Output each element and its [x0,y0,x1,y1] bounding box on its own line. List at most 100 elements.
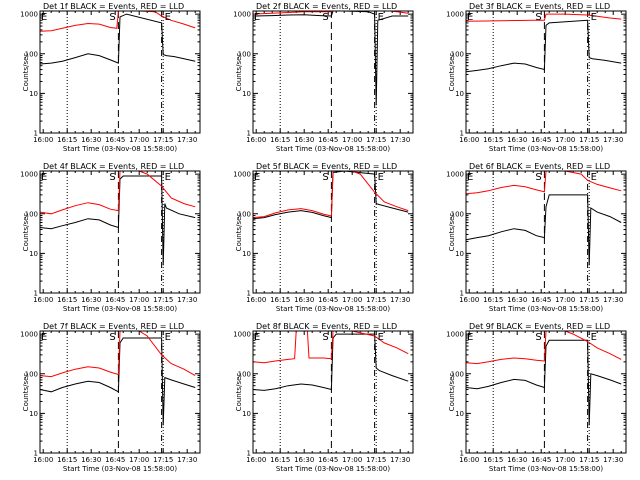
x-tick-label: 16:45 [318,296,338,304]
x-tick-label: 17:15 [366,136,386,144]
marker-label-start-left: E [41,12,47,23]
marker-label-end: E [591,332,597,343]
marker-label-end: E [591,12,597,23]
x-tick-label: 16:30 [81,296,101,304]
marker-label-start: S [322,172,328,183]
x-tick-label: 16:45 [318,456,338,464]
x-tick-label: 17:30 [177,296,197,304]
x-axis-label: Start Time (03-Nov-08 15:58:00) [63,465,177,473]
x-axis-label: Start Time (03-Nov-08 15:58:00) [276,145,390,153]
plot-frame [252,170,414,294]
y-tick-label: 1000 [446,171,464,179]
x-axis-label: Start Time (03-Nov-08 15:58:00) [63,305,177,313]
y-tick-label: 10 [455,410,464,418]
x-tick-label: 17:00 [129,296,149,304]
y-tick-label: 1 [247,290,251,298]
x-tick-label: 17:30 [603,136,623,144]
y-tick-label: 1000 [20,331,38,339]
x-tick-label: 17:15 [579,296,599,304]
series-events [466,194,622,266]
x-tick-label: 17:30 [177,136,197,144]
marker-label-start: S [109,172,115,183]
series-lld [466,13,622,22]
x-tick-label: 17:30 [603,456,623,464]
y-axis-label: Counts/sec [235,53,243,92]
marker-label-end: E [378,12,384,23]
chart-title: Det 2f BLACK = Events, RED = LLD [256,2,397,11]
chart-panel-8: Det 8f BLACK = Events, RED = LLD 16:00 16:… [233,322,414,473]
series-lld [466,331,622,365]
marker-label-start: S [109,332,115,343]
y-tick-label: 100 [238,370,251,378]
y-tick-label: 1000 [233,331,251,339]
chart-title: Det 6f BLACK = Events, RED = LLD [469,162,610,171]
chart-panel-1: Det 1f BLACK = Events, RED = LLD 16:00 16:… [20,2,201,153]
series-lld [40,331,196,378]
x-tick-label: 16:00 [33,456,53,464]
y-tick-label: 1000 [446,11,464,19]
y-axis-label: Counts/sec [22,373,30,412]
plot-frame [465,10,627,134]
x-tick-label: 17:00 [342,456,362,464]
series-events [253,333,409,391]
x-tick-label: 16:15 [483,136,503,144]
x-axis-label: Start Time (03-Nov-08 15:58:00) [63,145,177,153]
x-tick-label: 16:30 [81,136,101,144]
y-axis-label: Counts/sec [448,53,456,92]
x-tick-label: 16:00 [459,136,479,144]
chart-panel-4: Det 4f BLACK = Events, RED = LLD 16:00 16:… [20,162,201,313]
x-tick-label: 16:00 [246,136,266,144]
series-lld [253,171,409,219]
y-axis-label: Counts/sec [22,53,30,92]
x-tick-label: 17:00 [129,456,149,464]
chart-panel-2: Det 2f BLACK = Events, RED = LLD 16:00 16:… [233,2,414,153]
marker-label-end: E [378,332,384,343]
x-tick-label: 16:15 [270,296,290,304]
x-tick-label: 16:00 [246,296,266,304]
y-tick-label: 100 [451,50,464,58]
y-tick-label: 1 [34,290,38,298]
x-tick-label: 17:00 [555,456,575,464]
series-lld [466,171,622,195]
marker-label-start-left: E [254,172,260,183]
x-tick-label: 17:00 [555,296,575,304]
x-axis-label: Start Time (03-Nov-08 15:58:00) [276,465,390,473]
series-events [40,13,196,65]
x-tick-label: 16:30 [294,136,314,144]
y-tick-label: 100 [25,370,38,378]
x-tick-label: 17:00 [555,136,575,144]
chart-title: Det 9f BLACK = Events, RED = LLD [469,322,610,331]
y-tick-label: 100 [238,210,251,218]
y-tick-label: 1 [34,450,38,458]
chart-panel-6: Det 6f BLACK = Events, RED = LLD 16:00 16:… [446,162,627,313]
x-tick-label: 17:15 [153,456,173,464]
y-axis-label: Counts/sec [235,213,243,252]
x-tick-label: 16:45 [105,296,125,304]
x-axis-label: Start Time (03-Nov-08 15:58:00) [489,305,603,313]
x-tick-label: 17:30 [390,456,410,464]
y-tick-label: 100 [25,50,38,58]
x-tick-label: 16:15 [57,136,77,144]
chart-panel-5: Det 5f BLACK = Events, RED = LLD 16:00 16:… [233,162,414,313]
x-tick-label: 16:15 [483,296,503,304]
chart-panel-9: Det 9f BLACK = Events, RED = LLD 16:00 16:… [446,322,627,473]
marker-label-start: S [535,172,541,183]
x-tick-label: 16:45 [531,296,551,304]
x-tick-label: 16:30 [507,136,527,144]
x-tick-label: 16:45 [105,456,125,464]
y-tick-label: 10 [242,250,251,258]
x-tick-label: 17:15 [366,296,386,304]
x-tick-label: 17:15 [153,136,173,144]
y-axis-label: Counts/sec [448,213,456,252]
x-tick-label: 17:00 [129,136,149,144]
x-tick-label: 17:15 [579,456,599,464]
x-tick-label: 16:45 [531,456,551,464]
marker-label-start: S [535,12,541,23]
y-tick-label: 1 [460,290,464,298]
x-tick-label: 17:30 [390,136,410,144]
chart-title: Det 4f BLACK = Events, RED = LLD [43,162,184,171]
y-tick-label: 100 [451,210,464,218]
series-events [466,339,622,426]
